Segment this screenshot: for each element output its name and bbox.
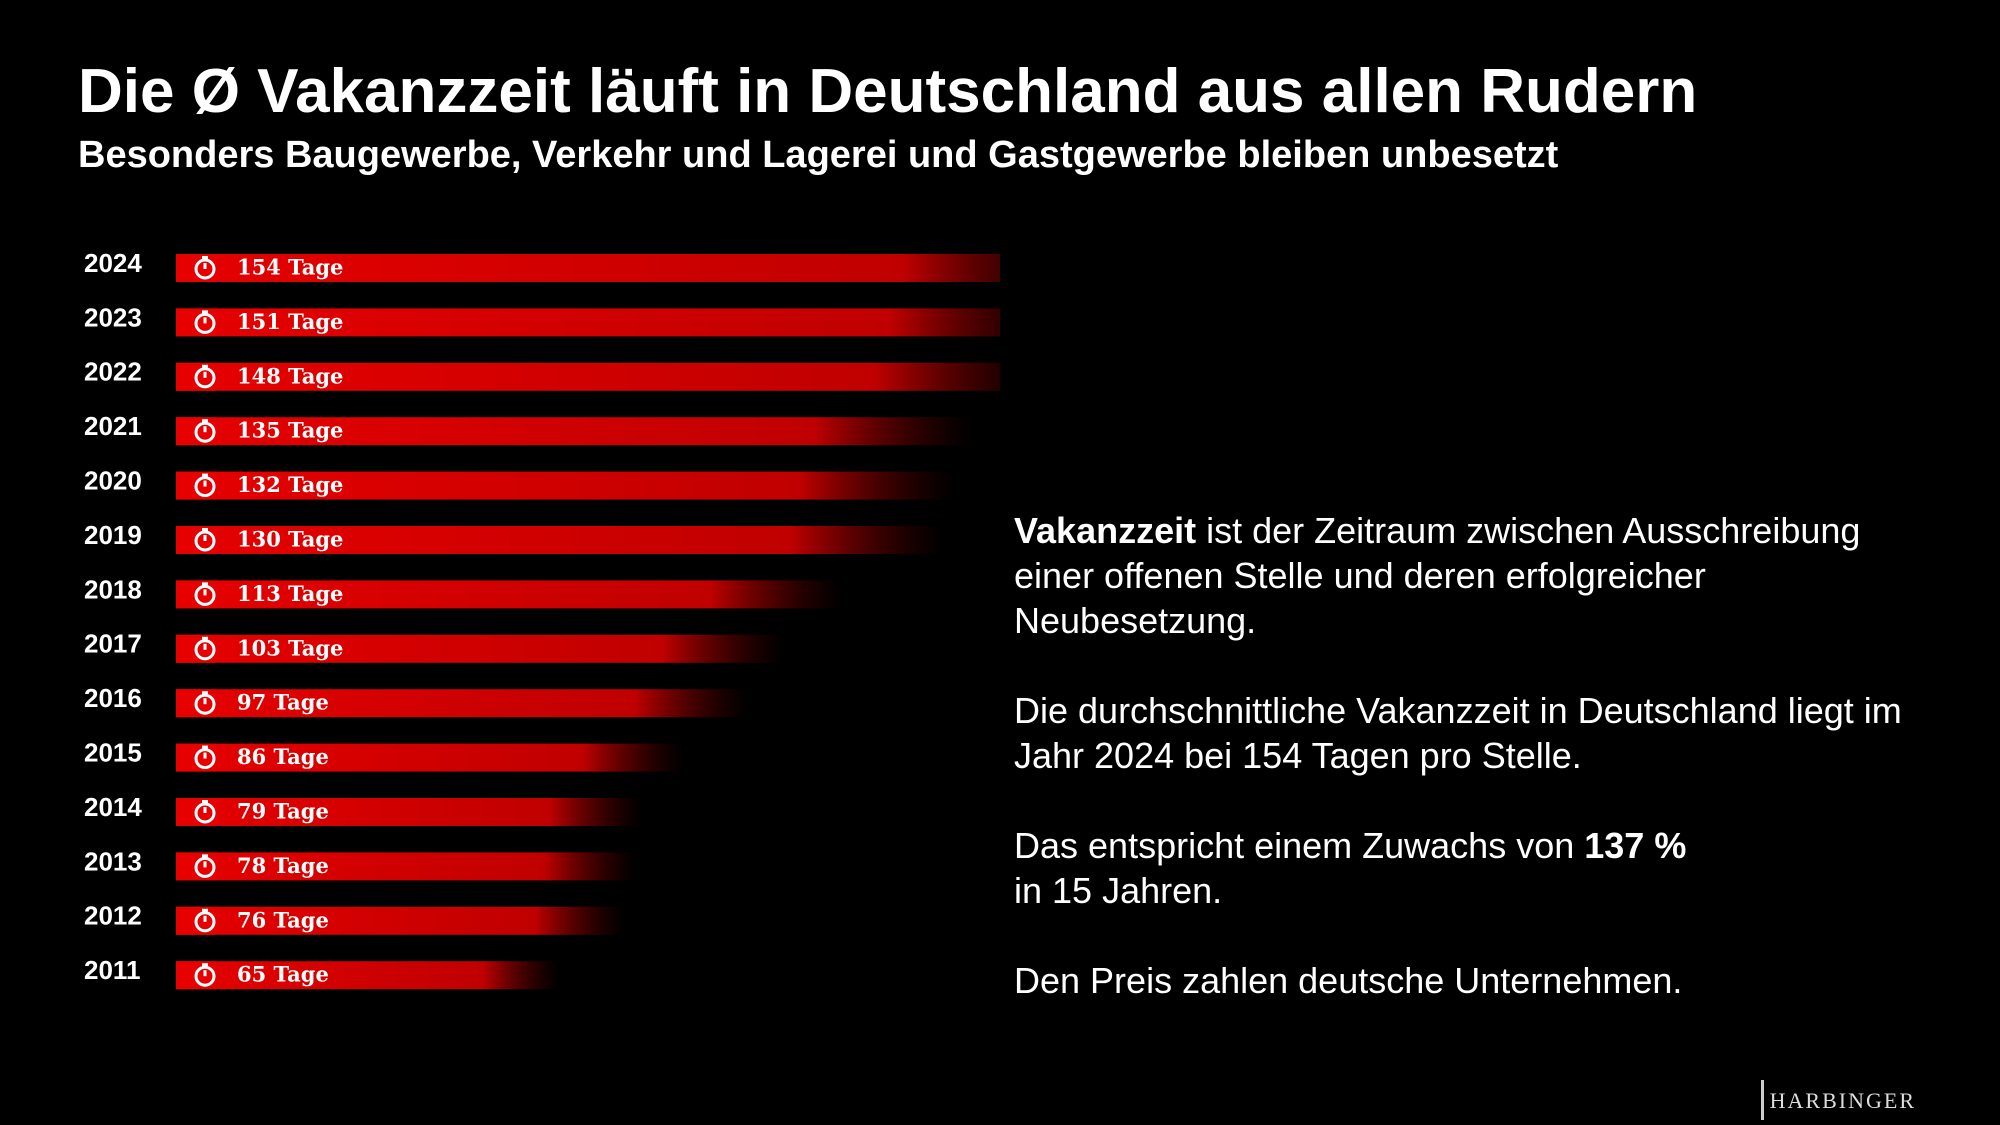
stopwatch-button: [202, 854, 208, 858]
paragraph: Vakanzzeit ist der Zeitraum zwischen Aus…: [1014, 508, 1914, 643]
value-label: 79 Tage: [237, 799, 329, 824]
value-label: 103 Tage: [237, 635, 343, 660]
stopwatch-icon: [194, 856, 216, 878]
y-tick-label: 2012: [84, 901, 142, 931]
bar: [176, 798, 643, 826]
stopwatch-icon: [194, 312, 216, 334]
bold-text: 137 %: [1584, 825, 1687, 866]
stopwatch-icon: [194, 367, 216, 389]
bar: [176, 906, 625, 935]
paragraph: Das entspricht einem Zuwachs von 137 % in…: [1014, 823, 1914, 913]
stopwatch-icon: [194, 476, 216, 498]
stopwatch-icon: [194, 258, 216, 280]
stopwatch-icon: [194, 530, 216, 552]
y-tick-label: 2016: [84, 683, 142, 713]
y-tick-label: 2018: [84, 574, 142, 604]
text: ist der Zeitraum zwischen Ausschreibung …: [1014, 510, 1861, 641]
stopwatch-button: [202, 364, 208, 368]
stopwatch-icon: [194, 584, 216, 606]
stopwatch-icon: [194, 802, 216, 824]
value-label: 86 Tage: [237, 744, 329, 769]
title: Die Ø Vakanzzeit läuft in Deutschland au…: [78, 57, 1698, 126]
chart: 2024 154 Tage 2023 151 Tage 2022 148 Tage 2021…: [84, 248, 1000, 990]
stopwatch-button: [202, 636, 208, 640]
bar: [176, 580, 843, 609]
bar: [176, 634, 784, 663]
value-label: 154 Tage: [237, 255, 343, 280]
bar: [176, 417, 973, 446]
y-tick-label: 2020: [84, 465, 142, 495]
stopwatch-button: [202, 963, 208, 967]
value-label: 130 Tage: [237, 527, 343, 552]
y-tick-label: 2015: [84, 737, 142, 767]
stopwatch-icon: [194, 748, 216, 770]
value-label: 132 Tage: [237, 472, 343, 497]
text-block: Vakanzzeit ist der Zeitraum zwischen Aus…: [1014, 508, 1914, 1048]
bar: [176, 852, 637, 881]
stopwatch-button: [202, 800, 208, 803]
stopwatch-button: [202, 419, 208, 423]
bar: [176, 689, 749, 718]
y-tick-label: 2024: [84, 248, 142, 278]
text: Den Preis zahlen deutsche Unternehmen.: [1014, 960, 1683, 1001]
value-label: 151 Tage: [237, 309, 343, 334]
text: in 15 Jahren.: [1014, 870, 1223, 911]
bar: [176, 471, 955, 500]
value-label: 135 Tage: [237, 418, 343, 443]
bar: [176, 961, 560, 990]
subtitle: Besonders Baugewerbe, Verkehr und Lagere…: [78, 134, 1559, 176]
y-tick-label: 2013: [84, 846, 142, 876]
stopwatch-button: [202, 745, 208, 749]
value-label: 113 Tage: [237, 581, 343, 606]
value-label: 97 Tage: [237, 690, 329, 715]
text: Die durchschnittliche Vakanzzeit in Deut…: [1014, 690, 1902, 776]
y-tick-label: 2022: [84, 357, 142, 387]
stopwatch-button: [202, 528, 208, 531]
bar: [176, 254, 1000, 282]
stopwatch-icon: [194, 693, 216, 715]
stopwatch-icon: [194, 911, 216, 933]
bold-text: Vakanzzeit: [1014, 510, 1197, 551]
y-tick-label: 2019: [84, 520, 142, 550]
y-tick-label: 2021: [84, 411, 142, 441]
stopwatch-button: [202, 582, 208, 586]
stopwatch-button: [202, 473, 208, 477]
text: Das entspricht einem Zuwachs von: [1014, 825, 1575, 866]
bar: [176, 743, 684, 772]
stopwatch-button: [202, 256, 208, 259]
y-tick-label: 2023: [84, 302, 142, 332]
y-tick-label: 2017: [84, 629, 142, 659]
stopwatch-button: [202, 310, 208, 314]
bar: [176, 362, 1000, 391]
bar: [176, 526, 943, 554]
value-label: 65 Tage: [237, 962, 329, 987]
stopwatch-button: [202, 908, 208, 912]
value-label: 78 Tage: [237, 853, 329, 878]
y-tick-label: 2011: [84, 955, 140, 985]
y-tick-label: 2014: [84, 792, 142, 822]
bar: [176, 308, 1000, 337]
stopwatch-icon: [194, 639, 216, 661]
value-label: 76 Tage: [237, 907, 329, 932]
stopwatch-button: [202, 691, 208, 695]
stopwatch-icon: [194, 965, 216, 987]
stopwatch-icon: [194, 421, 216, 443]
logo: HARBINGER: [1761, 1080, 1916, 1120]
paragraph: Den Preis zahlen deutsche Unternehmen.: [1014, 958, 1914, 1003]
value-label: 148 Tage: [237, 363, 343, 388]
paragraph: Die durchschnittliche Vakanzzeit in Deut…: [1014, 688, 1914, 778]
